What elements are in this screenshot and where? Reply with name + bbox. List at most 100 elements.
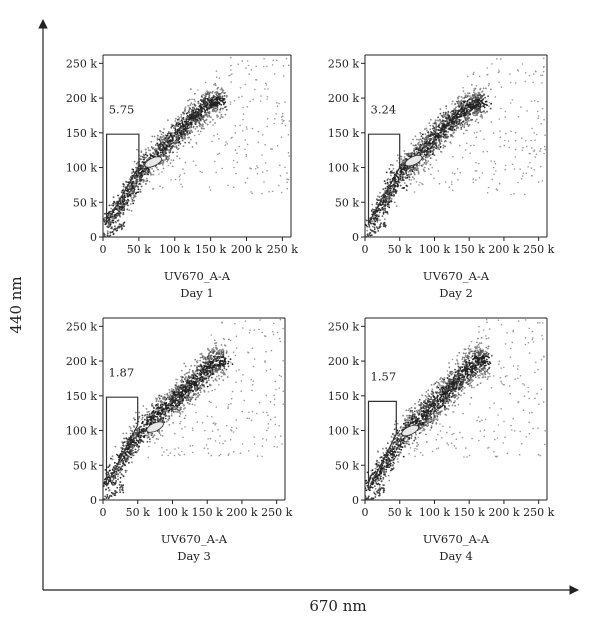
scatter-point xyxy=(424,158,427,161)
scatter-point xyxy=(141,175,144,177)
scatter-point xyxy=(244,148,246,151)
scatter-point xyxy=(199,113,202,116)
scatter-point xyxy=(488,83,490,85)
scatter-point xyxy=(207,101,209,103)
scatter-point xyxy=(453,172,456,175)
scatter-point xyxy=(421,159,424,162)
scatter-point xyxy=(214,122,217,124)
scatter-point xyxy=(379,223,382,226)
scatter-point xyxy=(171,392,174,394)
scatter-point xyxy=(133,199,135,202)
scatter-point xyxy=(132,168,135,171)
scatter-point xyxy=(234,132,237,134)
scatter-point xyxy=(397,176,400,179)
scatter-point xyxy=(192,390,194,393)
scatter-point xyxy=(106,212,109,215)
scatter-point xyxy=(427,144,430,147)
y-tick-label: 200 k xyxy=(66,355,97,368)
scatter-point xyxy=(193,385,196,387)
scatter-point xyxy=(537,100,539,103)
scatter-point xyxy=(155,166,158,169)
scatter-point xyxy=(365,235,367,237)
scatter-point xyxy=(277,184,280,187)
scatter-point xyxy=(205,114,208,117)
scatter-point xyxy=(197,115,200,118)
scatter-point xyxy=(473,114,475,117)
scatter-point xyxy=(144,148,147,151)
scatter-point xyxy=(133,194,135,197)
scatter-point xyxy=(434,120,437,123)
scatter-point xyxy=(144,434,147,437)
scatter-point xyxy=(384,218,386,221)
scatter-point xyxy=(185,399,188,402)
scatter-point xyxy=(127,195,130,198)
scatter-point xyxy=(190,119,193,122)
scatter-point xyxy=(449,128,452,131)
scatter-point xyxy=(406,152,408,155)
scatter-point xyxy=(208,96,211,98)
scatter-point xyxy=(220,344,223,346)
scatter-point xyxy=(122,222,125,225)
scatter-point xyxy=(435,131,438,134)
scatter-point xyxy=(478,98,481,101)
scatter-point xyxy=(525,145,528,148)
scatter-point xyxy=(385,197,387,199)
scatter-point xyxy=(166,138,169,141)
scatter-point xyxy=(115,480,117,482)
scatter-point xyxy=(406,165,408,168)
scatter-point xyxy=(443,136,446,139)
scatter-point xyxy=(490,102,492,105)
scatter-point xyxy=(123,209,125,212)
scatter-point xyxy=(266,98,268,100)
scatter-point xyxy=(455,106,457,109)
scatter-point xyxy=(271,148,274,150)
scatter-point xyxy=(195,143,198,145)
scatter-point xyxy=(424,133,427,136)
scatter-point xyxy=(188,98,191,101)
scatter-point xyxy=(410,142,413,145)
scatter-point xyxy=(476,107,478,110)
scatter-point xyxy=(393,201,396,204)
scatter-point xyxy=(161,162,163,165)
scatter-point xyxy=(108,212,110,215)
scatter-point xyxy=(172,151,175,154)
scatter-point xyxy=(410,166,412,169)
scatter-point xyxy=(453,111,455,114)
scatter-point xyxy=(421,148,424,150)
scatter-point xyxy=(212,101,215,104)
scatter-point xyxy=(287,151,290,154)
scatter-point xyxy=(99,487,101,489)
scatter-point xyxy=(403,161,406,164)
scatter-point xyxy=(464,94,467,97)
scatter-point xyxy=(365,219,367,221)
scatter-point xyxy=(254,167,257,170)
scatter-point xyxy=(261,154,263,156)
scatter-point xyxy=(117,473,119,475)
scatter-point xyxy=(491,63,493,65)
scatter-point xyxy=(194,104,197,107)
scatter-point xyxy=(484,87,487,90)
scatter-point xyxy=(244,181,247,184)
scatter-point xyxy=(182,111,184,114)
scatter-point xyxy=(411,152,414,154)
scatter-point xyxy=(455,118,458,121)
scatter-point xyxy=(383,180,386,183)
scatter-point xyxy=(402,172,405,175)
scatter-point xyxy=(208,369,210,372)
scatter-point xyxy=(140,151,143,154)
scatter-point xyxy=(165,151,167,154)
scatter-point xyxy=(110,481,113,484)
scatter-point xyxy=(391,172,393,174)
scatter-point xyxy=(199,353,202,355)
scatter-point xyxy=(192,107,195,110)
scatter-point xyxy=(423,166,426,169)
scatter-point xyxy=(219,96,222,98)
scatter-point xyxy=(514,131,517,134)
scatter-point xyxy=(131,189,134,192)
scatter-point xyxy=(125,202,127,205)
scatter-point xyxy=(405,184,408,187)
scatter-point xyxy=(266,169,268,172)
scatter-point xyxy=(282,115,284,118)
scatter-point xyxy=(466,142,468,145)
